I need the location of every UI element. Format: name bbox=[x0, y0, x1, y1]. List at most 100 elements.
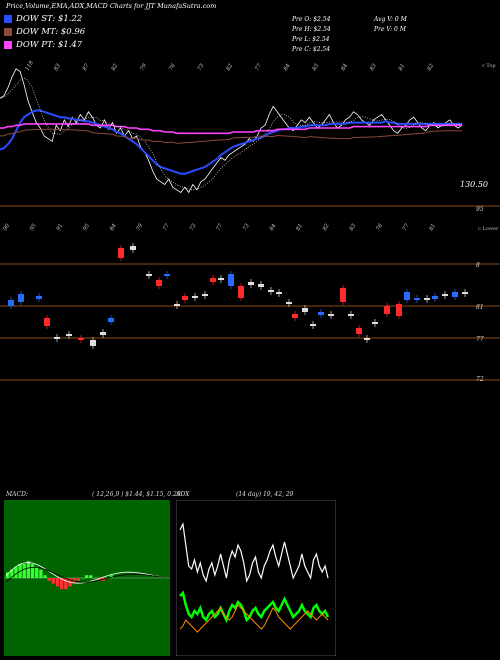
legend-dow-mt: DOW MT: $0.96 bbox=[4, 27, 85, 37]
macd-hist-bar bbox=[26, 561, 31, 578]
candle-top-label: 77 bbox=[162, 223, 171, 232]
candle-body bbox=[18, 294, 24, 302]
macd-values: ( 12,26,9 ) $1.44, $1.15, 0.29 bbox=[92, 491, 181, 498]
price-top-label: 84 bbox=[283, 63, 292, 72]
candle-body bbox=[310, 324, 316, 326]
price-top-label: 76 bbox=[168, 63, 177, 72]
macd-hist-bar bbox=[6, 572, 10, 578]
chart-title: Price,Volume,EMA,ADX,MACD Charts for JJT… bbox=[6, 2, 217, 10]
stat-pre-open: Pre O: $2.54 bbox=[292, 16, 331, 23]
candles bbox=[8, 243, 468, 349]
price-top-label: 79 bbox=[139, 63, 148, 72]
candle-top-label: 95 bbox=[29, 223, 38, 232]
macd-hist-bar bbox=[22, 564, 26, 578]
price-top-label: 77 bbox=[254, 63, 263, 72]
price-top-label: 83 bbox=[312, 63, 321, 72]
candle-body bbox=[130, 246, 136, 250]
candle-body bbox=[164, 274, 170, 276]
candle-body bbox=[328, 314, 334, 316]
price-series-line bbox=[0, 123, 462, 135]
price-top-label: 82 bbox=[226, 63, 235, 72]
candle-body bbox=[182, 296, 188, 300]
macd-hist-bar bbox=[30, 564, 35, 578]
candle-top-label: 91 bbox=[56, 223, 65, 232]
legend-dow-pt: DOW PT: $1.47 bbox=[4, 40, 82, 50]
candle-body bbox=[268, 290, 274, 292]
stat-pre-low: Pre L: $2.54 bbox=[292, 36, 330, 43]
candle-top-label: 81 bbox=[295, 223, 304, 232]
candle-body bbox=[174, 304, 180, 306]
candle-body bbox=[210, 278, 216, 282]
price-right-tag: c Top bbox=[482, 63, 496, 69]
price-top-label: 83 bbox=[369, 63, 378, 72]
stat-pre-high: Pre H: $2.54 bbox=[292, 26, 331, 33]
macd-hist-bar bbox=[55, 578, 60, 587]
macd-hist-bar bbox=[43, 575, 47, 578]
candle-body bbox=[396, 304, 402, 316]
candle-top-label: 73 bbox=[242, 223, 251, 232]
candle-body bbox=[218, 278, 224, 280]
price-axis-label: 95 bbox=[476, 206, 484, 213]
macd-hist-bar bbox=[97, 578, 101, 581]
legend-swatch-magenta bbox=[4, 41, 12, 49]
macd-hist-bar bbox=[47, 578, 51, 581]
price-lines bbox=[0, 68, 463, 194]
candle-body bbox=[54, 337, 60, 339]
candle-axis-label-1: 8 bbox=[476, 262, 480, 269]
candle-body bbox=[452, 292, 458, 297]
macd-label: MACD: bbox=[6, 491, 28, 498]
macd-hist-bar bbox=[35, 566, 39, 578]
candle-body bbox=[318, 312, 324, 315]
price-brown-ema bbox=[0, 128, 462, 144]
macd-panel bbox=[4, 500, 170, 656]
macd-hist-bar bbox=[84, 575, 89, 578]
candle-body bbox=[156, 280, 162, 286]
macd-hist-bar bbox=[14, 566, 18, 578]
price-dotted-ema bbox=[0, 77, 462, 191]
adx-series-line bbox=[179, 590, 330, 624]
candle-body bbox=[292, 314, 298, 318]
adx-panel bbox=[176, 500, 336, 656]
candle-body bbox=[276, 292, 282, 294]
candle-top-label: 81 bbox=[429, 223, 438, 232]
macd-hist-bar bbox=[51, 578, 56, 584]
legend-swatch-blue bbox=[4, 15, 12, 23]
candle-body bbox=[192, 296, 198, 298]
price-top-label: 73 bbox=[197, 63, 206, 72]
candle-body bbox=[384, 306, 390, 314]
candle-body bbox=[364, 338, 370, 340]
candle-top-label: 95 bbox=[82, 223, 91, 232]
macd-hist-bar bbox=[39, 569, 43, 578]
candle-panel: 90 95 91 95 84 79 77 73 77 73 84 81 82 83 76 77 81 bbox=[0, 223, 500, 381]
macd-lines bbox=[5, 562, 167, 584]
legend-dow-st: DOW ST: $1.22 bbox=[4, 14, 82, 24]
candle-body bbox=[348, 314, 354, 316]
price-panel: 118 83 87 82 79 76 73 82 77 84 83 84 83 81 82 bbox=[0, 59, 500, 207]
candle-top-label: 79 bbox=[136, 223, 145, 232]
candle-axis-label-2: 81 bbox=[476, 304, 484, 311]
candle-body bbox=[286, 302, 292, 304]
macd-hist-bar bbox=[80, 578, 85, 579]
macd-hist-bar bbox=[60, 578, 64, 590]
stat-pre-volume: Pre V: 0 M bbox=[374, 26, 406, 33]
candle-body bbox=[90, 340, 96, 346]
price-series-line bbox=[0, 68, 463, 194]
candle-body bbox=[432, 296, 438, 299]
legend-label-mt: DOW MT: $0.96 bbox=[16, 27, 86, 37]
candle-body bbox=[404, 292, 410, 300]
candle-top-label: 84 bbox=[269, 223, 278, 232]
candle-axis-label-4: 72 bbox=[476, 376, 484, 383]
candle-body bbox=[462, 292, 468, 294]
stat-avg-volume: Avg V: 0 M bbox=[374, 16, 407, 23]
macd-hist-bar bbox=[109, 575, 114, 578]
adx-label: ADX bbox=[176, 491, 190, 498]
candle-body bbox=[258, 284, 264, 287]
candle-body bbox=[118, 248, 124, 258]
price-top-label: 82 bbox=[111, 63, 120, 72]
macd-hist-bar bbox=[76, 578, 80, 581]
candle-body bbox=[44, 318, 50, 326]
candle-top-labels: 90 95 91 95 84 79 77 73 77 73 84 81 82 83 76 77 81 bbox=[3, 223, 438, 232]
candle-body bbox=[8, 300, 14, 306]
candle-body bbox=[66, 334, 72, 336]
candle-top-label: 82 bbox=[322, 223, 331, 232]
